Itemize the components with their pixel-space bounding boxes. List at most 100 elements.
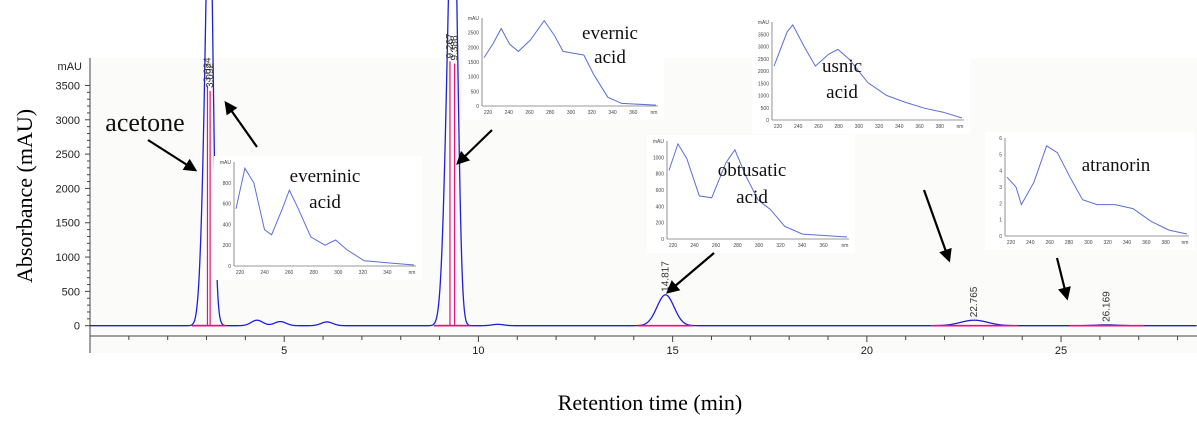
- compound-annotation: everninic: [290, 166, 361, 187]
- compound-annotation: acid: [826, 82, 858, 103]
- peak-label: 9.386: [450, 35, 461, 60]
- x-tick-label: 20: [861, 345, 873, 357]
- inset-y-tick-label: 2500: [758, 57, 769, 63]
- x-tick-label: 25: [1055, 345, 1067, 357]
- inset-y-tick-label: mAU: [758, 20, 770, 26]
- compound-annotation: evernic: [582, 23, 638, 44]
- peak-label: 3.092: [205, 62, 216, 87]
- inset-background: [752, 16, 970, 134]
- inset-y-tick-label: 600: [656, 188, 665, 194]
- inset-background: [985, 132, 1195, 250]
- inset-y-tick-label: 200: [223, 243, 232, 249]
- inset-x-tick-label: nm: [409, 270, 416, 276]
- inset-x-tick-label: 260: [285, 270, 294, 276]
- compound-annotation: acid: [594, 47, 626, 68]
- inset-x-tick-label: 300: [334, 270, 343, 276]
- inset-y-tick-label: 0: [228, 264, 231, 270]
- inset-x-tick-label: 220: [669, 243, 678, 249]
- inset-x-tick-label: 360: [915, 124, 924, 130]
- inset-x-tick-label: 260: [712, 243, 721, 249]
- inset-y-tick-label: 3: [999, 185, 1002, 191]
- y-tick-label: 1500: [56, 218, 80, 230]
- compound-annotation: acid: [309, 192, 341, 213]
- inset-x-tick-label: 260: [1045, 240, 1054, 246]
- y-tick-label: 2000: [56, 183, 80, 195]
- inset-y-tick-label: 1000: [758, 94, 769, 100]
- inset-y-tick-label: 2000: [758, 69, 769, 75]
- inset-y-tick-label: 2: [999, 201, 1002, 207]
- inset-y-tick-label: 3500: [758, 32, 769, 38]
- inset-x-tick-label: 360: [629, 110, 638, 116]
- inset-y-tick-label: 6: [999, 136, 1002, 142]
- inset-x-tick-label: 300: [755, 243, 764, 249]
- uv-spectrum-line: [773, 23, 963, 119]
- inset-y-tick-label: 500: [471, 89, 480, 95]
- inset-x-tick-label: 380: [1161, 240, 1170, 246]
- inset-x-tick-label: 240: [1026, 240, 1035, 246]
- inset-y-tick-label: 2500: [468, 31, 479, 37]
- inset-x-tick-label: 340: [1123, 240, 1132, 246]
- inset-x-tick-label: 240: [505, 110, 514, 116]
- inset-y-tick-label: mAU: [653, 139, 665, 145]
- inset-x-tick-label: 320: [776, 243, 785, 249]
- inset-y-tick-label: 2000: [468, 45, 479, 51]
- annotation-arrow: [665, 252, 715, 294]
- peak-label: 3.024: [202, 57, 213, 82]
- inset-x-tick-label: nm: [957, 124, 964, 130]
- inset-y-tick-label: 3000: [758, 45, 769, 51]
- inset-y-tick-label: 0: [476, 104, 479, 110]
- inset-y-tick-label: 5: [999, 152, 1002, 158]
- inset-y-tick-label: mAU: [468, 16, 480, 22]
- uv-spectrum-inset: mAU 1000 800 600 400 200 0 220 240 260 280 300 320 34…: [647, 135, 855, 253]
- inset-x-tick-label: 260: [814, 124, 823, 130]
- peak-label: 14.817: [661, 261, 672, 292]
- inset-x-tick-label: 300: [1084, 240, 1093, 246]
- uv-spectrum-line: [668, 142, 848, 238]
- inset-y-tick-label: 1500: [758, 81, 769, 87]
- inset-x-tick-label: 340: [608, 110, 617, 116]
- inset-y-tick-label: 500: [761, 106, 770, 112]
- inset-x-tick-label: 340: [798, 243, 807, 249]
- inset-background: [214, 156, 422, 280]
- uv-spectrum-line: [1006, 145, 1188, 235]
- annotation-arrow: [147, 139, 198, 172]
- inset-x-tick-label: 320: [1103, 240, 1112, 246]
- uv-spectrum-line: [235, 166, 415, 266]
- inset-x-tick-label: 340: [383, 270, 392, 276]
- y-tick-label: 3000: [56, 115, 80, 127]
- y-axis-title: Absorbance (mAU): [12, 109, 37, 283]
- compound-annotation: acid: [736, 187, 768, 208]
- x-tick-label: 10: [472, 345, 484, 357]
- x-tick-label: 5: [281, 345, 287, 357]
- inset-x-tick-label: nm: [842, 243, 849, 249]
- inset-y-tick-label: 200: [656, 221, 665, 227]
- inset-x-tick-label: 360: [819, 243, 828, 249]
- y-tick-label: 500: [62, 286, 80, 298]
- inset-x-tick-label: 220: [236, 270, 245, 276]
- inset-x-tick-label: 320: [875, 124, 884, 130]
- inset-x-tick-label: 300: [567, 110, 576, 116]
- y-unit-label: mAU: [58, 61, 83, 73]
- compound-annotation: usnic: [822, 56, 862, 77]
- uv-spectrum-inset: mAU 2500 2000 1500 1000 500 0 220 240 260 280 300 32…: [462, 12, 664, 120]
- uv-spectrum-inset: 6 5 4 3 2 1 0 220 240 260 280 300 320 340 360 380 nm: [985, 132, 1195, 250]
- inset-x-tick-label: 220: [774, 124, 783, 130]
- inset-y-tick-label: mAU: [220, 160, 232, 166]
- x-tick-label: 15: [667, 345, 679, 357]
- inset-x-tick-label: 320: [588, 110, 597, 116]
- inset-x-tick-label: nm: [1182, 240, 1189, 246]
- inset-x-tick-label: nm: [651, 110, 658, 116]
- y-tick-label: 2500: [56, 149, 80, 161]
- y-tick-label: 0: [74, 321, 80, 333]
- inset-x-tick-label: 280: [1065, 240, 1074, 246]
- uv-spectrum-inset: mAU 3500 3000 2500 2000 1500 1000 500 0 220 240 260…: [752, 16, 970, 134]
- uv-spectrum-inset: mAU 800 600 400 200 0 220 240 260 280 300 320 340 nm: [214, 156, 422, 280]
- compound-annotation: acetone: [105, 108, 184, 137]
- inset-y-tick-label: 0: [766, 118, 769, 124]
- inset-x-tick-label: 220: [484, 110, 493, 116]
- inset-x-tick-label: 240: [794, 124, 803, 130]
- inset-x-tick-label: 260: [525, 110, 534, 116]
- inset-y-tick-label: 400: [223, 222, 232, 228]
- inset-x-tick-label: 220: [1007, 240, 1016, 246]
